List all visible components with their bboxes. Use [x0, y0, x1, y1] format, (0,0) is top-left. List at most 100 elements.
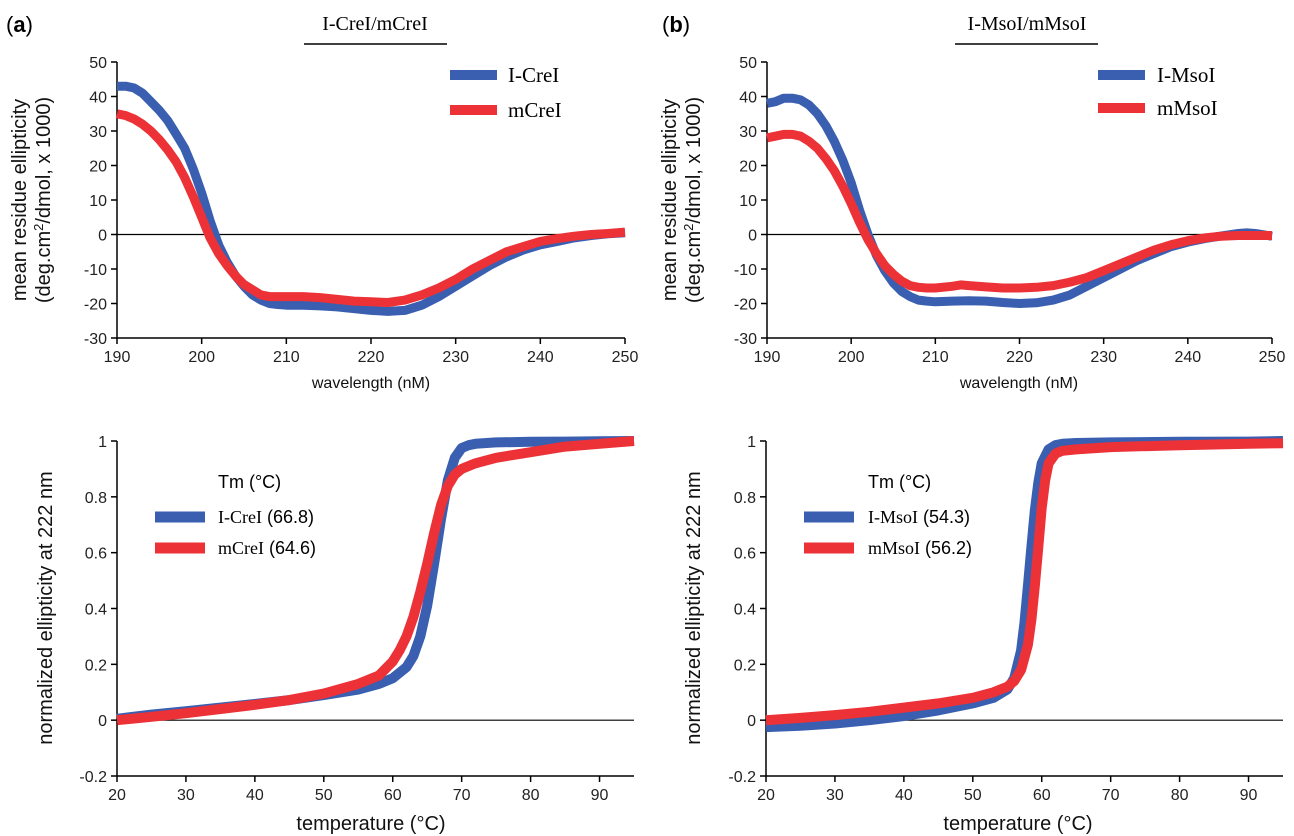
y-tick-label: 0.8: [85, 490, 107, 507]
legend-label-i-msoi: I-MsoI (54.3): [868, 507, 970, 527]
x-tick-label: 220: [358, 349, 385, 366]
y-tick-label: 30: [739, 124, 757, 141]
legend-label-mmsoi: mMsoI (56.2): [868, 538, 972, 558]
y-axis-label: normalized ellipticity at 222 nm: [683, 471, 705, 744]
x-tick-label: 80: [522, 787, 540, 804]
x-tick-label: 200: [838, 349, 865, 366]
y-tick-label: -10: [734, 262, 757, 279]
y-axis-label: normalized ellipticity at 222 nm: [35, 471, 57, 744]
y-tick-label: 10: [89, 193, 107, 210]
y-tick-label: 0.2: [85, 657, 107, 674]
y-tick-label: 30: [89, 124, 107, 141]
x-tick-label: 30: [826, 787, 844, 804]
series-line-mmsoi: [765, 438, 1284, 726]
y-axis-label-line1: mean residue ellipticity: [659, 99, 681, 301]
x-tick-label: 200: [188, 349, 215, 366]
thermal-melt-chart-a: -0.2 0 0.2 0.4 0.6 0.8 1 20 30 40 50 60 70 80 90 tempe…: [35, 434, 635, 835]
y-tick-label: 1: [98, 434, 107, 451]
x-tick-label: 50: [315, 787, 333, 804]
legend: I-CreI mCreI: [450, 63, 562, 122]
x-tick-label: 220: [1006, 349, 1033, 366]
legend: Tm (°C) I-CreI (66.8) mCreI (64.6): [155, 472, 316, 558]
y-tick-label: 10: [739, 193, 757, 210]
series-line-mmsoi: [766, 129, 1272, 293]
x-tick-label: 20: [757, 787, 775, 804]
y-tick-label: -30: [734, 331, 757, 348]
x-tick-label: 70: [1102, 787, 1120, 804]
y-tick-label: 20: [89, 159, 107, 176]
legend-label-mcrei: mCreI (64.6): [218, 538, 316, 558]
y-axis-label-line2: (deg.cm2/dmol, x 1000): [31, 97, 55, 303]
y-tick-label: 20: [739, 159, 757, 176]
y-tick-label: 0.2: [734, 657, 756, 674]
series-line-mcrei: [116, 436, 635, 726]
legend-title: Tm (°C): [868, 472, 931, 492]
y-tick-label: 0: [98, 228, 107, 245]
y-tick-label: 0.4: [734, 602, 756, 619]
x-axis-label: temperature (°C): [943, 813, 1092, 835]
x-tick-label: 60: [1033, 787, 1051, 804]
y-tick-label: 40: [739, 90, 757, 107]
y-tick-label: 0.8: [734, 490, 756, 507]
x-tick-label: 230: [1090, 349, 1117, 366]
y-tick-label: 50: [89, 55, 107, 72]
legend-label-mcrei: mCreI: [508, 98, 562, 122]
x-tick-label: 250: [612, 349, 639, 366]
y-axis-label-line2: (deg.cm2/dmol, x 1000): [681, 97, 705, 303]
legend-title: Tm (°C): [218, 472, 281, 492]
y-tick-label: 50: [739, 55, 757, 72]
cd-spectrum-chart-b: -30 -20 -10 0 10 20 30 40 50 190 200 210 220 230 240 25…: [659, 55, 1285, 392]
x-tick-label: 40: [895, 787, 913, 804]
y-tick-label: 0.6: [734, 546, 756, 563]
x-tick-label: 40: [246, 787, 264, 804]
y-tick-label: 0.4: [85, 602, 107, 619]
panel-a-title: I-CreI/mCreI: [322, 13, 428, 35]
y-tick-label: 0: [748, 228, 757, 245]
y-tick-label: 0: [747, 713, 756, 730]
legend-label-mmsoi: mMsoI: [1157, 96, 1218, 120]
y-tick-label: -10: [84, 262, 107, 279]
x-tick-label: 90: [591, 787, 609, 804]
x-axis-label: wavelength (nM): [311, 375, 430, 392]
y-tick-label: -20: [734, 297, 757, 314]
series-line-i-msoi: [765, 436, 1284, 733]
legend: Tm (°C) I-MsoI (54.3) mMsoI (56.2): [804, 472, 972, 558]
x-tick-label: 230: [442, 349, 469, 366]
x-tick-label: 60: [384, 787, 402, 804]
x-tick-label: 70: [453, 787, 471, 804]
legend-label-i-crei: I-CreI: [508, 63, 559, 87]
series-line-mcrei: [116, 109, 626, 307]
x-tick-label: 80: [1171, 787, 1189, 804]
legend-label-i-msoi: I-MsoI: [1157, 63, 1215, 87]
y-tick-label: -30: [84, 331, 107, 348]
x-tick-label: 240: [1174, 349, 1201, 366]
y-axis-label-line1: mean residue ellipticity: [9, 99, 31, 301]
x-tick-label: 240: [527, 349, 554, 366]
y-tick-label: 0.6: [85, 546, 107, 563]
legend: I-MsoI mMsoI: [1098, 63, 1218, 120]
cd-spectrum-chart-a: -30 -20 -10 0 10 20 30 40 50 190 200 210 220 230 240 25…: [9, 55, 638, 392]
y-tick-label: -0.2: [728, 769, 756, 786]
x-axis-label: temperature (°C): [296, 813, 445, 835]
y-tick-label: 40: [89, 90, 107, 107]
panel-b-title: I-MsoI/mMsoI: [968, 13, 1087, 35]
x-tick-label: 250: [1259, 349, 1286, 366]
thermal-melt-chart-b: -0.2 0 0.2 0.4 0.6 0.8 1 20 30 40 50 60 70 80 90 tempe…: [683, 434, 1284, 835]
x-tick-label: 210: [273, 349, 300, 366]
x-tick-label: 210: [922, 349, 949, 366]
y-tick-label: -20: [84, 297, 107, 314]
x-tick-label: 20: [108, 787, 126, 804]
x-tick-label: 50: [964, 787, 982, 804]
y-tick-label: -0.2: [79, 769, 107, 786]
panel-letter-a: (a): [6, 12, 33, 37]
x-axis-label: wavelength (nM): [959, 375, 1078, 392]
panel-letter-b: (b): [662, 12, 690, 37]
x-tick-label: 30: [177, 787, 195, 804]
x-tick-label: 190: [104, 349, 131, 366]
x-tick-label: 90: [1240, 787, 1258, 804]
x-tick-label: 190: [754, 349, 781, 366]
y-tick-label: 0: [98, 713, 107, 730]
legend-label-i-crei: I-CreI (66.8): [218, 507, 314, 527]
y-tick-label: 1: [747, 434, 756, 451]
